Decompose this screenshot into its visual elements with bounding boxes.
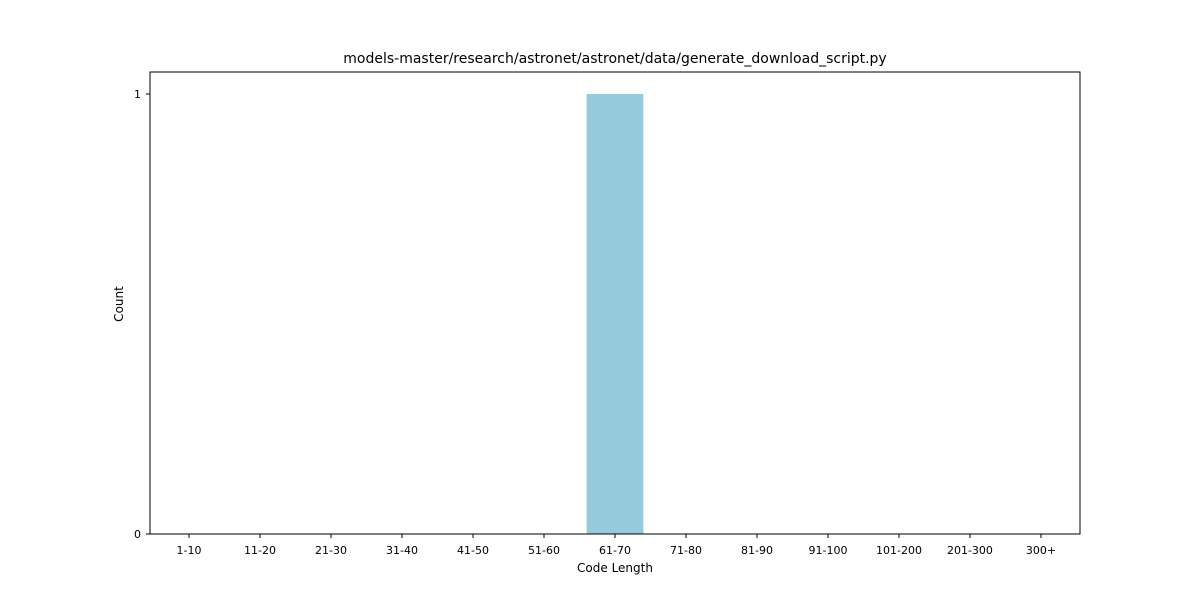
x-tick-label: 11-20 [244, 544, 276, 557]
x-tick-label: 81-90 [741, 544, 773, 557]
x-tick-label: 71-80 [670, 544, 702, 557]
x-tick-label: 1-10 [177, 544, 202, 557]
y-tick-label: 0 [134, 528, 141, 541]
x-tick-label: 61-70 [599, 544, 631, 557]
x-tick-label: 91-100 [808, 544, 847, 557]
chart-title: models-master/research/astronet/astronet… [343, 51, 886, 67]
y-ticks-group: 01 [134, 88, 150, 541]
x-tick-label: 21-30 [315, 544, 347, 557]
x-tick-label: 201-300 [947, 544, 993, 557]
x-tick-label: 31-40 [386, 544, 418, 557]
x-tick-label: 51-60 [528, 544, 560, 557]
y-tick-label: 1 [134, 88, 141, 101]
x-tick-label: 300+ [1026, 544, 1056, 557]
y-axis-label: Count [112, 286, 126, 322]
bars-group [586, 94, 644, 534]
x-tick-label: 41-50 [457, 544, 489, 557]
x-tick-label: 101-200 [876, 544, 922, 557]
x-axis-label: Code Length [577, 561, 653, 575]
plot-frame [149, 71, 1081, 535]
x-ticks-group: 1-10 11-20 21-30 31-40 41-50 51-60 61-70 71-80 8… [177, 534, 1056, 557]
bar-61-70 [586, 94, 644, 534]
